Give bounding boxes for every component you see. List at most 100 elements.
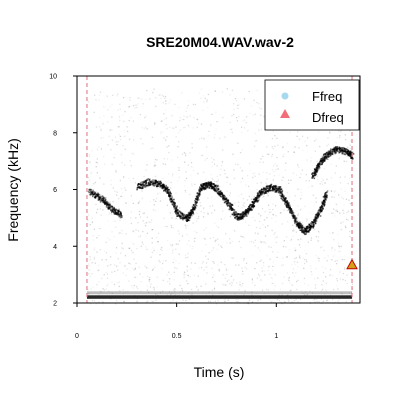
trace-pixel <box>300 229 302 232</box>
noise-pixel <box>95 161 97 163</box>
noise-pixel <box>242 120 244 122</box>
trace-pixel <box>187 217 189 219</box>
noise-pixel <box>272 261 274 263</box>
trace-pixel <box>182 217 184 219</box>
trace-pixel <box>346 149 349 151</box>
noise-pixel <box>254 219 256 222</box>
noise-pixel <box>98 301 100 303</box>
noise-pixel <box>295 216 298 218</box>
noise-pixel <box>125 233 127 235</box>
noise-pixel <box>185 153 187 155</box>
noise-pixel <box>200 88 203 90</box>
noise-pixel <box>238 201 240 203</box>
noise-pixel <box>232 153 234 155</box>
trace-pixel <box>273 188 276 191</box>
noise-pixel <box>133 231 135 233</box>
noise-pixel <box>281 264 283 267</box>
noise-pixel <box>150 256 152 258</box>
trace-pixel <box>237 217 239 220</box>
noise-pixel <box>87 180 89 182</box>
energy-trace <box>87 188 123 219</box>
noise-pixel <box>291 264 293 266</box>
noise-pixel <box>143 175 145 178</box>
noise-pixel <box>327 158 329 161</box>
noise-pixel <box>153 199 155 201</box>
trace-pixel <box>323 199 325 202</box>
trace-pixel <box>160 183 162 186</box>
noise-pixel <box>153 164 156 166</box>
trace-pixel <box>198 192 201 194</box>
trace-pixel <box>258 196 261 198</box>
noise-pixel <box>177 243 179 245</box>
noise-pixel <box>208 130 210 132</box>
noise-pixel <box>116 265 118 267</box>
trace-pixel <box>174 206 176 208</box>
noise-pixel <box>273 170 275 173</box>
noise-pixel <box>160 120 163 122</box>
noise-pixel <box>312 194 314 196</box>
trace-pixel <box>201 185 203 188</box>
noise-pixel <box>181 118 183 121</box>
noise-pixel <box>325 289 327 291</box>
trace-pixel <box>182 217 184 220</box>
noise-pixel <box>205 178 207 180</box>
noise-pixel <box>314 278 316 280</box>
noise-pixel <box>103 289 105 291</box>
noise-pixel <box>186 270 188 272</box>
trace-pixel <box>192 210 194 213</box>
noise-pixel <box>150 283 152 285</box>
trace-pixel <box>149 183 151 186</box>
noise-pixel <box>310 237 313 239</box>
noise-pixel <box>297 239 300 241</box>
trace-pixel <box>185 214 188 216</box>
noise-pixel <box>171 217 173 219</box>
trace-pixel <box>342 153 345 155</box>
noise-pixel <box>239 301 241 304</box>
noise-pixel <box>296 288 298 291</box>
noise-pixel <box>282 264 284 266</box>
noise-pixel <box>107 109 109 111</box>
noise-pixel <box>295 257 297 259</box>
trace-pixel <box>292 213 295 216</box>
trace-pixel <box>262 188 265 191</box>
noise-pixel <box>259 249 261 252</box>
noise-pixel <box>249 240 251 242</box>
noise-pixel <box>247 130 249 132</box>
noise-pixel <box>118 281 120 283</box>
noise-pixel <box>337 242 339 244</box>
noise-pixel <box>272 265 274 268</box>
trace-pixel <box>313 172 315 175</box>
noise-pixel <box>91 150 93 152</box>
trace-pixel <box>256 195 259 197</box>
noise-pixel <box>271 300 273 302</box>
noise-pixel <box>160 248 162 250</box>
trace-pixel <box>196 192 199 194</box>
trace-pixel <box>261 191 263 193</box>
trace-pixel <box>114 213 117 215</box>
noise-pixel <box>264 210 266 213</box>
noise-pixel <box>262 161 264 163</box>
noise-pixel <box>112 94 114 96</box>
noise-pixel <box>94 94 96 96</box>
trace-pixel <box>191 210 193 212</box>
trace-pixel <box>92 195 94 197</box>
noise-pixel <box>130 217 132 219</box>
noise-pixel <box>98 146 100 148</box>
trace-pixel <box>329 152 332 155</box>
trace-pixel <box>177 211 180 214</box>
trace-pixel <box>272 188 275 190</box>
trace-pixel <box>316 217 318 219</box>
noise-pixel <box>166 146 168 148</box>
trace-pixel <box>238 217 240 220</box>
noise-pixel <box>155 237 158 239</box>
trace-pixel <box>297 222 300 225</box>
trace-pixel <box>315 220 318 222</box>
trace-pixel <box>351 156 353 159</box>
trace-pixel <box>346 148 349 151</box>
noise-pixel <box>351 283 354 285</box>
noise-pixel <box>98 293 100 296</box>
noise-pixel <box>321 246 323 248</box>
noise-pixel <box>101 277 103 280</box>
noise-pixel <box>282 257 284 259</box>
